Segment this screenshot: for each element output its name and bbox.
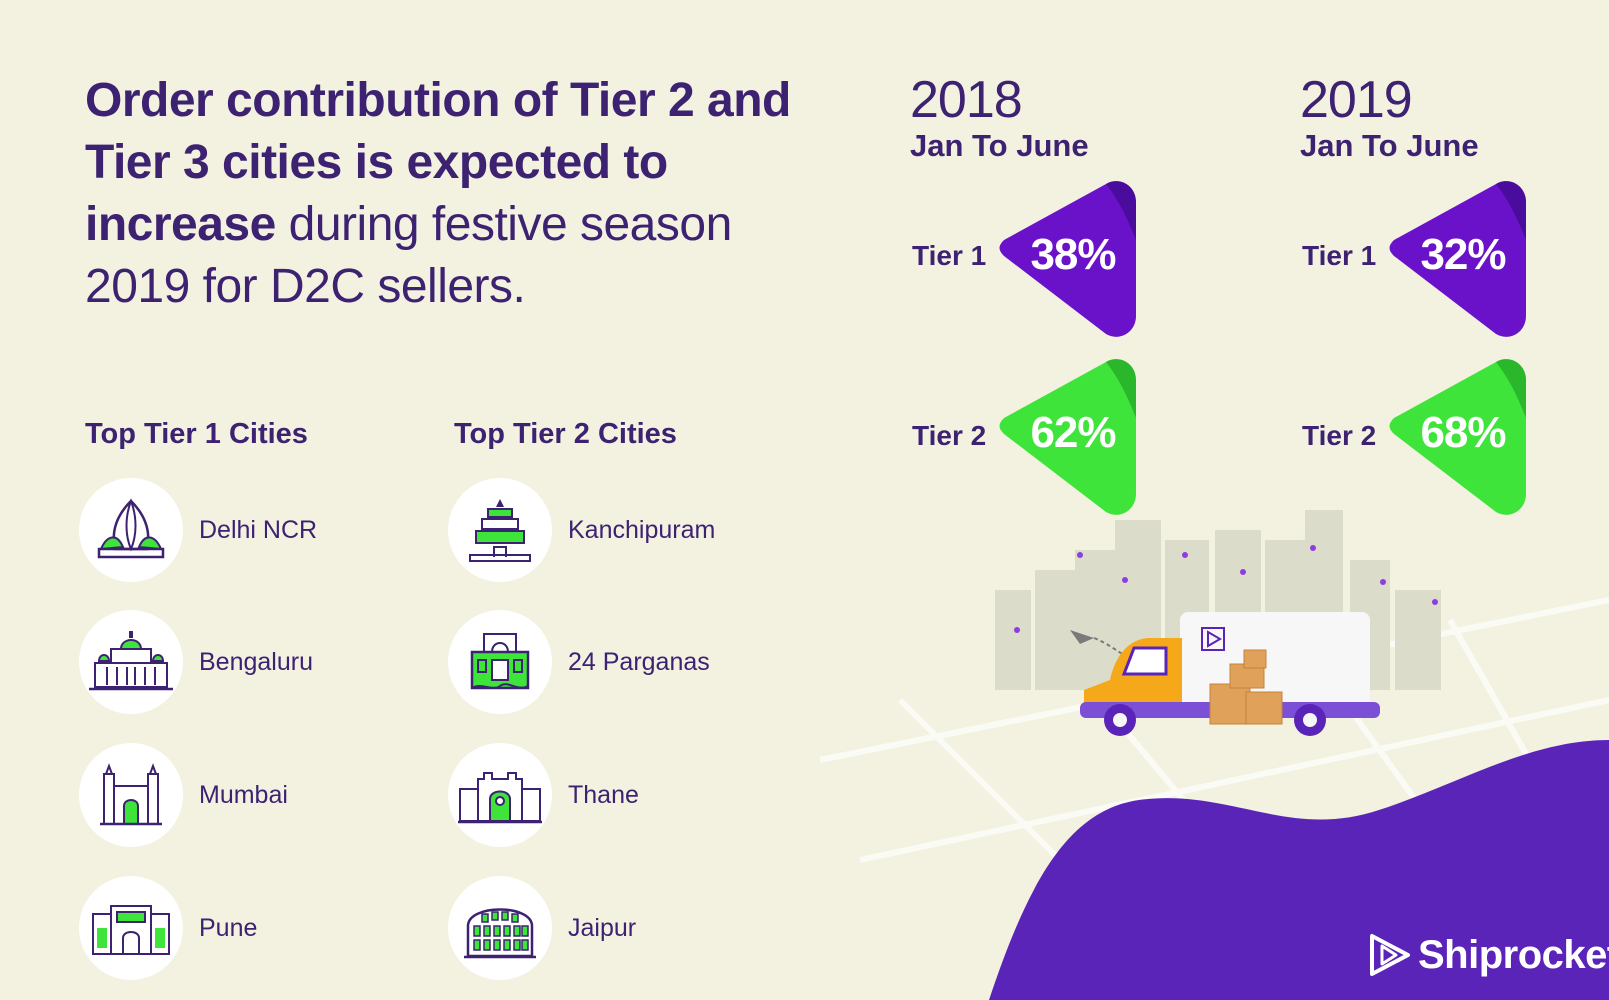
tier2-label-2018: Tier 2 <box>912 420 987 451</box>
city-name: Mumbai <box>199 780 288 809</box>
city-item-jaipur: Jaipur <box>448 876 636 980</box>
tier2-value-2018: 62% <box>1030 408 1116 457</box>
city-item-thane: Thane <box>448 743 639 847</box>
lotus-temple-icon <box>79 478 183 582</box>
city-name: 24 Parganas <box>568 647 710 676</box>
city-item-24-parganas: 24 Parganas <box>448 610 710 714</box>
gateway-of-india-icon <box>79 743 183 847</box>
city-item-kanchipuram: Kanchipuram <box>448 478 715 582</box>
temple-gopuram-icon <box>448 478 552 582</box>
city-name: Pune <box>199 913 258 942</box>
shiprocket-logo: Shiprocket <box>1368 932 1609 978</box>
headline-bold: Order contribution of Tier 2 and Tier 3 … <box>85 74 791 251</box>
headline-light: during festive season 2019 for D2C selle… <box>85 198 732 313</box>
tier1-cities-title: Top Tier 1 Cities <box>85 418 308 450</box>
hawa-mahal-icon <box>448 876 552 980</box>
headline: Order contribution of Tier 2 and Tier 3 … <box>85 70 805 318</box>
palace-icon <box>448 610 552 714</box>
decorative-blob <box>989 740 1609 1000</box>
city-name: Thane <box>568 780 639 809</box>
city-item-mumbai: Mumbai <box>79 743 288 847</box>
tier1-value-2019: 32% <box>1420 230 1506 279</box>
period-2018: Jan To June <box>910 128 1089 163</box>
city-name: Bengaluru <box>199 647 313 676</box>
city-item-pune: Pune <box>79 876 257 980</box>
tier1-value-2018: 38% <box>1030 230 1116 279</box>
tier1-label-2018: Tier 1 <box>912 240 987 271</box>
period-2019: Jan To June <box>1300 128 1479 163</box>
city-name: Delhi NCR <box>199 515 318 544</box>
city-name: Kanchipuram <box>568 515 716 544</box>
city-name: Jaipur <box>568 913 637 942</box>
fort-icon <box>448 743 552 847</box>
tier1-badge-2019: 32% <box>1386 180 1536 338</box>
tier2-value-2019: 68% <box>1420 408 1506 457</box>
tier2-badge-2018: 62% <box>996 358 1146 516</box>
tier1-label-2019: Tier 1 <box>1302 240 1377 271</box>
shiprocket-logo-icon <box>1370 934 1410 976</box>
vidhana-soudha-icon <box>79 610 183 714</box>
city-item-bengaluru: Bengaluru <box>79 610 313 714</box>
shaniwar-wada-icon <box>79 876 183 980</box>
year-2018: 2018 <box>910 71 1023 129</box>
tier2-badge-2019: 68% <box>1386 358 1536 516</box>
tier2-cities-title: Top Tier 2 Cities <box>454 418 677 450</box>
tier2-label-2019: Tier 2 <box>1302 420 1377 451</box>
delivery-van-icon <box>1070 612 1380 736</box>
city-item-delhi: Delhi NCR <box>79 478 317 582</box>
tier1-badge-2018: 38% <box>996 180 1146 338</box>
brand-name: Shiprocket <box>1418 932 1609 977</box>
year-2019: 2019 <box>1300 71 1413 129</box>
